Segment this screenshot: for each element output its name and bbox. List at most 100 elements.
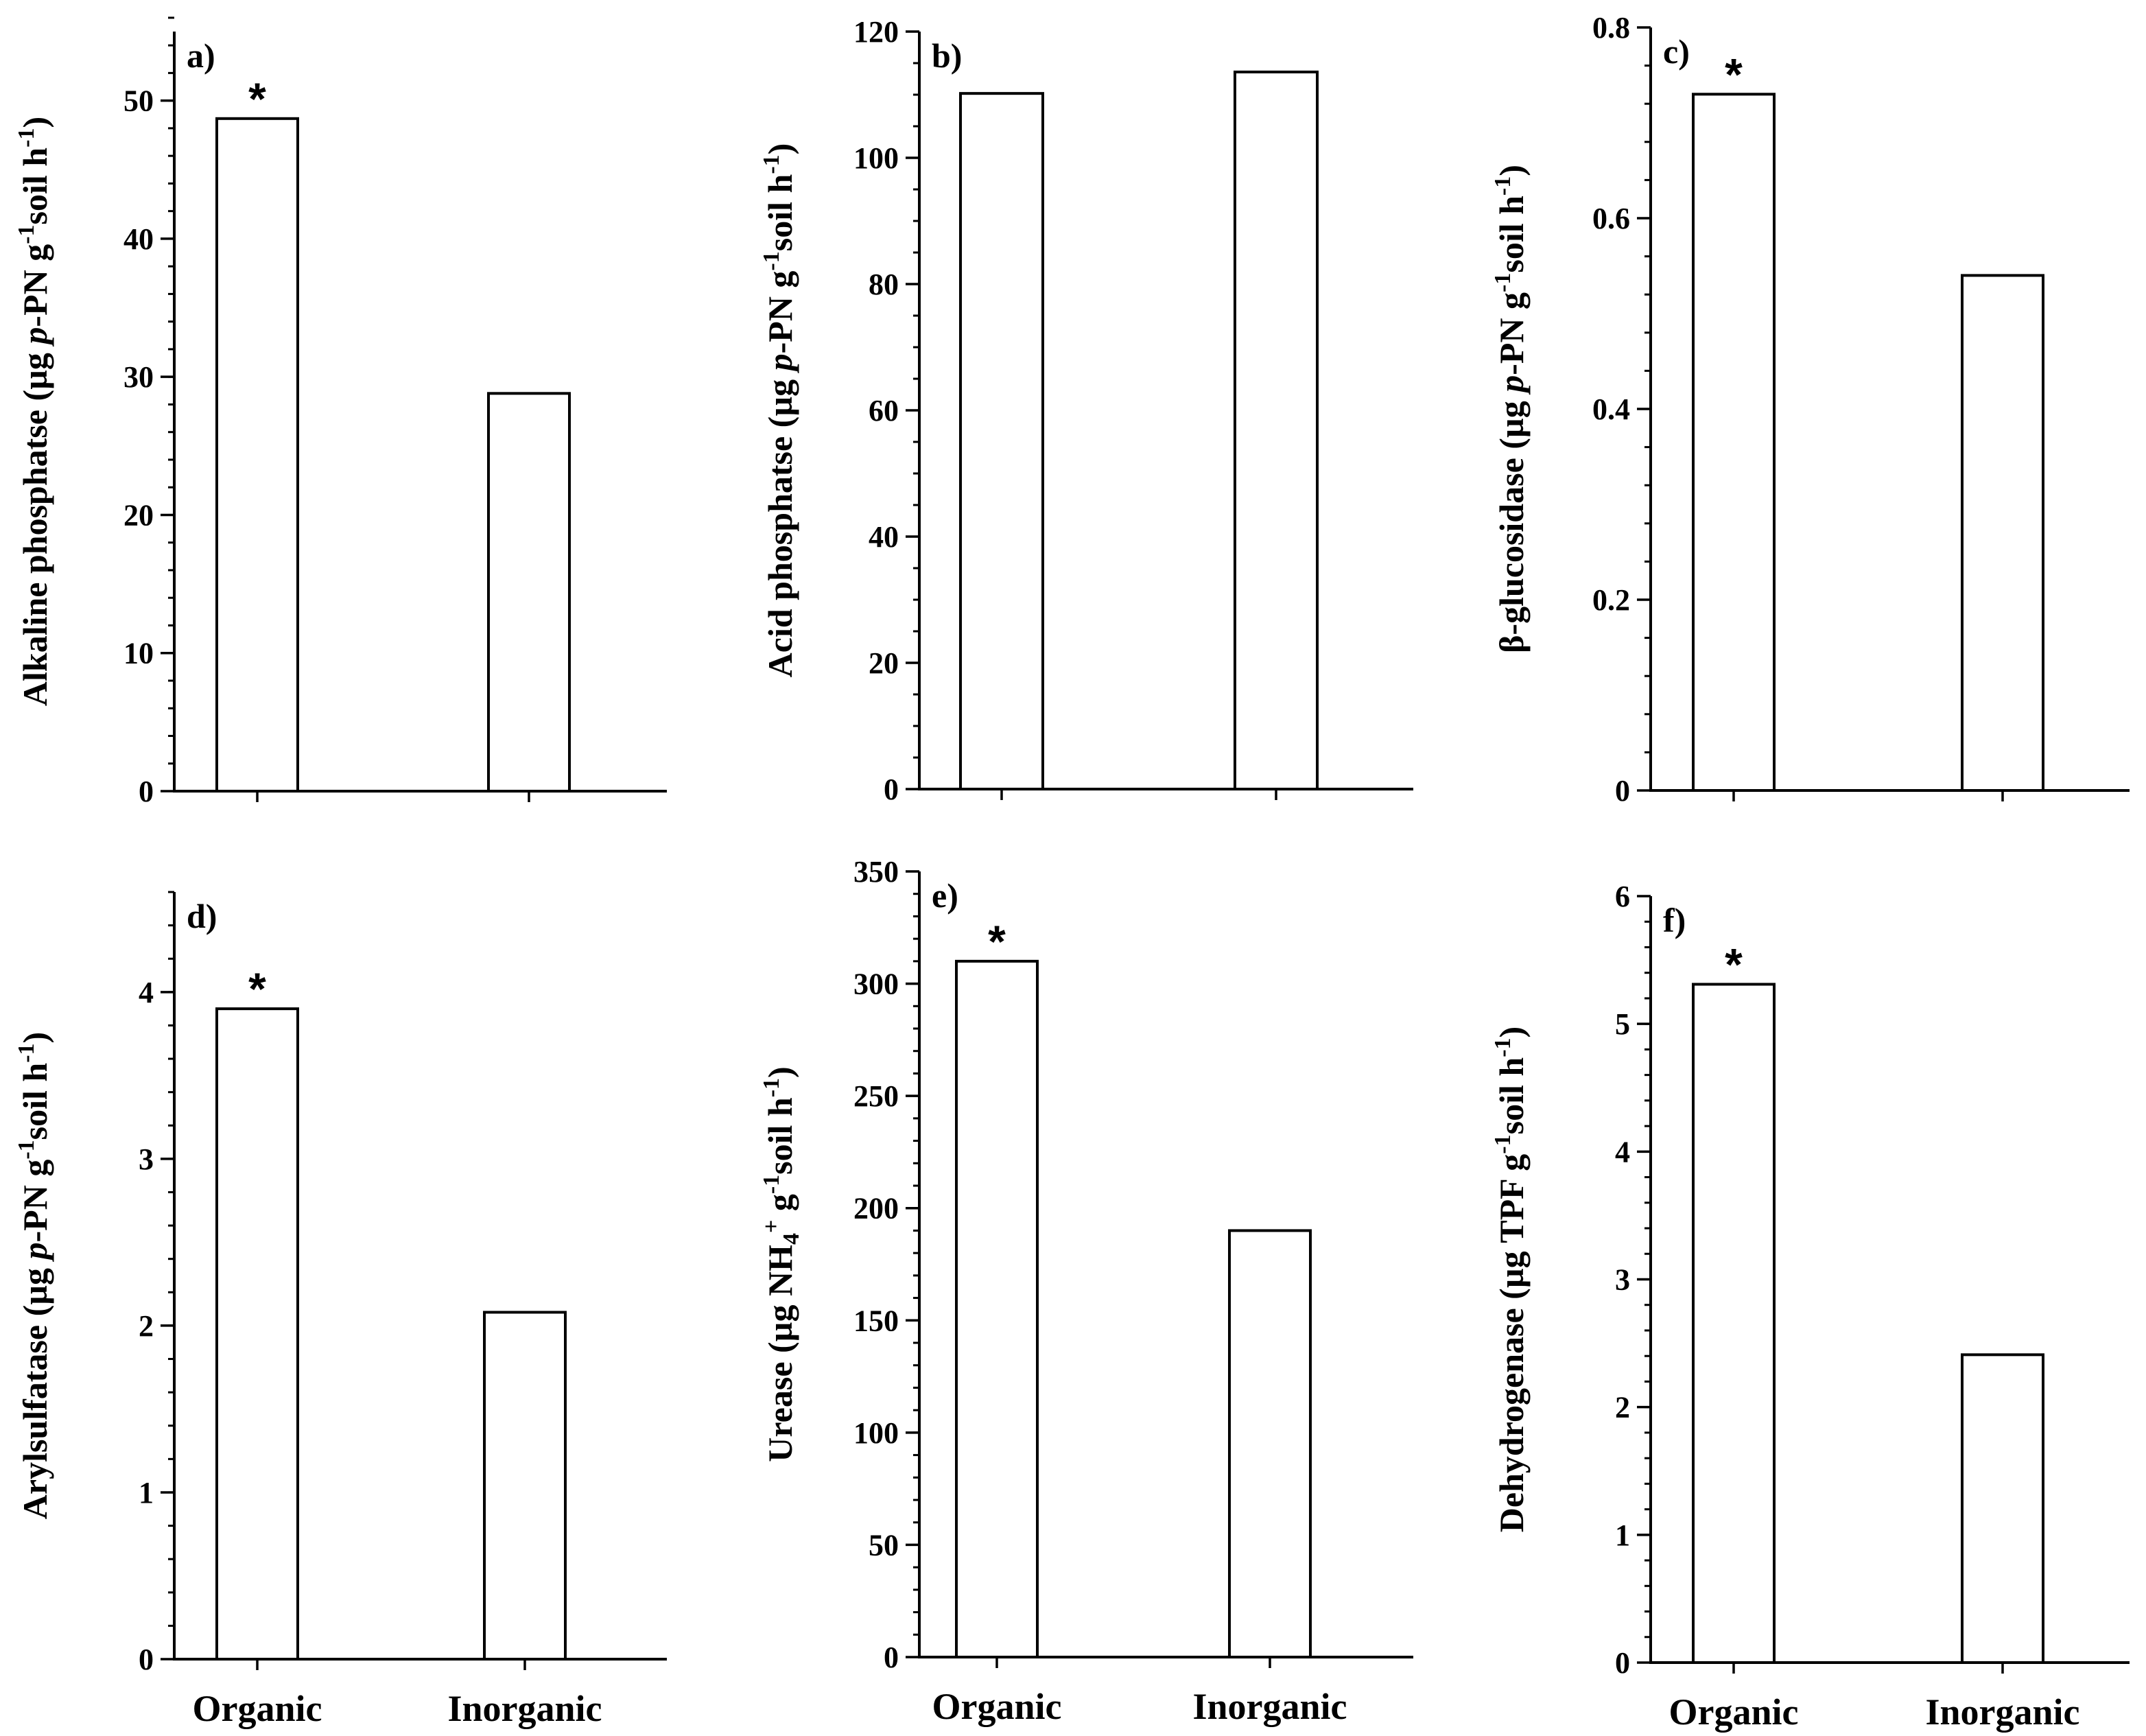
y-tick-label: 0.6 [1592, 202, 1630, 235]
y-axis-label: Acid phosphatse (µg p-PN g-1soil h-1) [759, 143, 799, 678]
y-axis-label-part: ) [16, 117, 54, 128]
panel-label: d) [187, 897, 217, 935]
y-axis-label-part: -1 [1490, 1037, 1516, 1057]
y-axis-label-part: -1 [1490, 176, 1516, 196]
y-axis-label-part: Acid phosphatse (µg [761, 371, 799, 677]
y-axis-label-part: -1 [759, 251, 784, 270]
y-axis-label-part: p [1492, 375, 1531, 395]
y-axis-label: Dehydrogenase (µg TPF g-1soil h-1) [1490, 1027, 1531, 1532]
y-axis-label-part: -1 [14, 1140, 39, 1159]
y-axis-label-part: ) [16, 1032, 54, 1044]
bar-organic [1692, 983, 1776, 1664]
y-tick-label: 100 [853, 141, 899, 175]
category-label: Organic [193, 1688, 322, 1729]
y-tick-label: 3 [1615, 1263, 1630, 1297]
panel-label: a) [187, 36, 215, 75]
y-axis-label-part: g [761, 1194, 799, 1220]
y-tick-label: 0 [1615, 1646, 1630, 1680]
y-tick-label: 4 [1615, 1135, 1630, 1169]
y-tick-label: 0 [139, 1643, 154, 1676]
y-axis-label: Urease (µg NH4+ g-1soil h-1) [759, 1066, 804, 1462]
y-tick-label: 0 [1615, 774, 1630, 808]
y-tick-label: 150 [853, 1304, 899, 1337]
significance-star: * [248, 73, 266, 124]
y-tick-label: 6 [1615, 880, 1630, 913]
chart-panel-f: 0 1 2 3 4 5 6 * Organic Inorganic f) Dehydrogenase … [1490, 880, 2130, 1733]
y-axis-label-part: Arylsulfatase (µg [16, 1259, 54, 1519]
bar-inorganic [1234, 70, 1319, 790]
panel-label: b) [932, 36, 962, 75]
y-axis-label-part: ) [761, 143, 799, 155]
y-tick-label: 0 [139, 775, 154, 808]
panel-label: f) [1663, 901, 1686, 939]
y-tick-label: 60 [869, 394, 899, 427]
chart-panel-e: 0 50 100 150 200 250 300 350 * Organic Inorganic e)… [759, 855, 1413, 1727]
y-tick-label: 20 [869, 646, 899, 680]
category-label: Inorganic [1192, 1686, 1347, 1727]
y-axis-label-part: β-glucosidase (µg [1492, 392, 1531, 653]
panel-label: e) [932, 876, 958, 915]
y-axis-label-part: -PN g [761, 271, 799, 354]
y-axis-label-part: -PN g [1492, 292, 1531, 375]
y-axis-label-part: + [759, 1220, 784, 1233]
category-label: Organic [932, 1686, 1062, 1727]
y-tick-label: 40 [123, 222, 154, 256]
y-axis-label-part: 4 [779, 1233, 804, 1245]
y-tick-label: 0 [884, 773, 899, 806]
y-tick-label: 0.2 [1592, 583, 1630, 617]
y-axis-label-part: ) [761, 1066, 799, 1078]
y-axis-label-part: -1 [14, 1043, 39, 1062]
significance-star: * [1725, 939, 1743, 989]
y-axis-label-part: -1 [1490, 1134, 1516, 1153]
y-axis-label-part: -1 [14, 128, 39, 148]
y-axis-label-part: soil h [1492, 1057, 1531, 1135]
y-axis-label-part: soil h [16, 148, 54, 225]
y-axis-label-part: p [16, 327, 54, 347]
bar-organic [1692, 93, 1776, 793]
y-axis-label-part: -PN g [16, 244, 54, 327]
y-tick-label: 0.8 [1592, 11, 1630, 45]
bar-organic [215, 117, 299, 793]
significance-star: * [988, 916, 1006, 967]
y-axis-label: Alkaline phosphatse (µg p-PN g-1soil h-1… [14, 117, 54, 706]
category-label: Inorganic [1925, 1691, 2079, 1733]
significance-star: * [1725, 49, 1743, 99]
y-tick-label: 120 [853, 15, 899, 49]
chart-panel-c: 0 0.2 0.4 0.6 0.8 * c) β-glucosidase (µg p-PN g… [1490, 11, 2130, 808]
y-axis-label-part: -1 [14, 224, 39, 244]
y-axis-label-part: soil h [761, 1097, 799, 1175]
y-tick-label: 50 [869, 1528, 899, 1562]
y-axis-label-part: Dehydrogenase (µg TPF g [1492, 1154, 1531, 1533]
bar-organic [215, 1007, 299, 1661]
y-axis-label-part: soil h [761, 174, 799, 251]
y-tick-label: 200 [853, 1192, 899, 1225]
chart-panel-d: 0 1 2 3 4 * Organic Inorganic d) Arylsulfatase (µ… [14, 891, 667, 1729]
y-axis-label-part: soil h [1492, 196, 1531, 273]
y-axis-label-part: -1 [1490, 273, 1516, 292]
y-tick-label: 1 [139, 1476, 154, 1510]
y-tick-label: 0.4 [1592, 392, 1630, 426]
y-tick-label: 40 [869, 520, 899, 554]
bar-inorganic [1961, 1353, 2044, 1665]
y-tick-label: 0 [884, 1641, 899, 1674]
bar-inorganic [483, 1311, 567, 1661]
y-axis-label-part: soil h [16, 1063, 54, 1140]
bar-inorganic [1228, 1229, 1312, 1658]
bar-inorganic [1961, 274, 2044, 792]
y-axis-label: Arylsulfatase (µg p-PN g-1soil h-1) [14, 1032, 54, 1519]
y-tick-label: 350 [853, 855, 899, 889]
y-axis-label-part: ) [1492, 165, 1531, 176]
y-tick-label: 300 [853, 967, 899, 1001]
chart-panel-b: 0 20 40 60 80 100 120 b) Acid phosphatse (µg p-P… [759, 15, 1413, 806]
y-tick-label: 2 [1615, 1391, 1630, 1424]
y-axis-label-part: -1 [759, 1078, 784, 1097]
y-tick-label: 3 [139, 1142, 154, 1176]
y-axis-label: β-glucosidase (µg p-PN g-1soil h-1) [1490, 165, 1531, 653]
category-label: Inorganic [447, 1688, 602, 1729]
y-tick-label: 250 [853, 1079, 899, 1113]
y-tick-label: 5 [1615, 1007, 1630, 1041]
panel-label: c) [1663, 32, 1690, 71]
y-tick-label: 50 [123, 84, 154, 118]
